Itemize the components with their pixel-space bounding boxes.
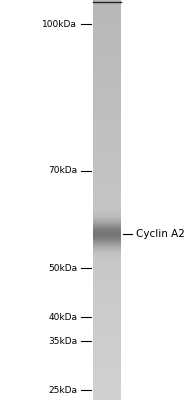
Text: 35kDa: 35kDa [48, 337, 77, 346]
Text: 100kDa: 100kDa [42, 20, 77, 29]
Text: 40kDa: 40kDa [48, 312, 77, 322]
Text: Cyclin A2: Cyclin A2 [136, 229, 185, 239]
Text: 50kDa: 50kDa [48, 264, 77, 273]
Text: 70kDa: 70kDa [48, 166, 77, 175]
Text: 25kDa: 25kDa [48, 386, 77, 395]
